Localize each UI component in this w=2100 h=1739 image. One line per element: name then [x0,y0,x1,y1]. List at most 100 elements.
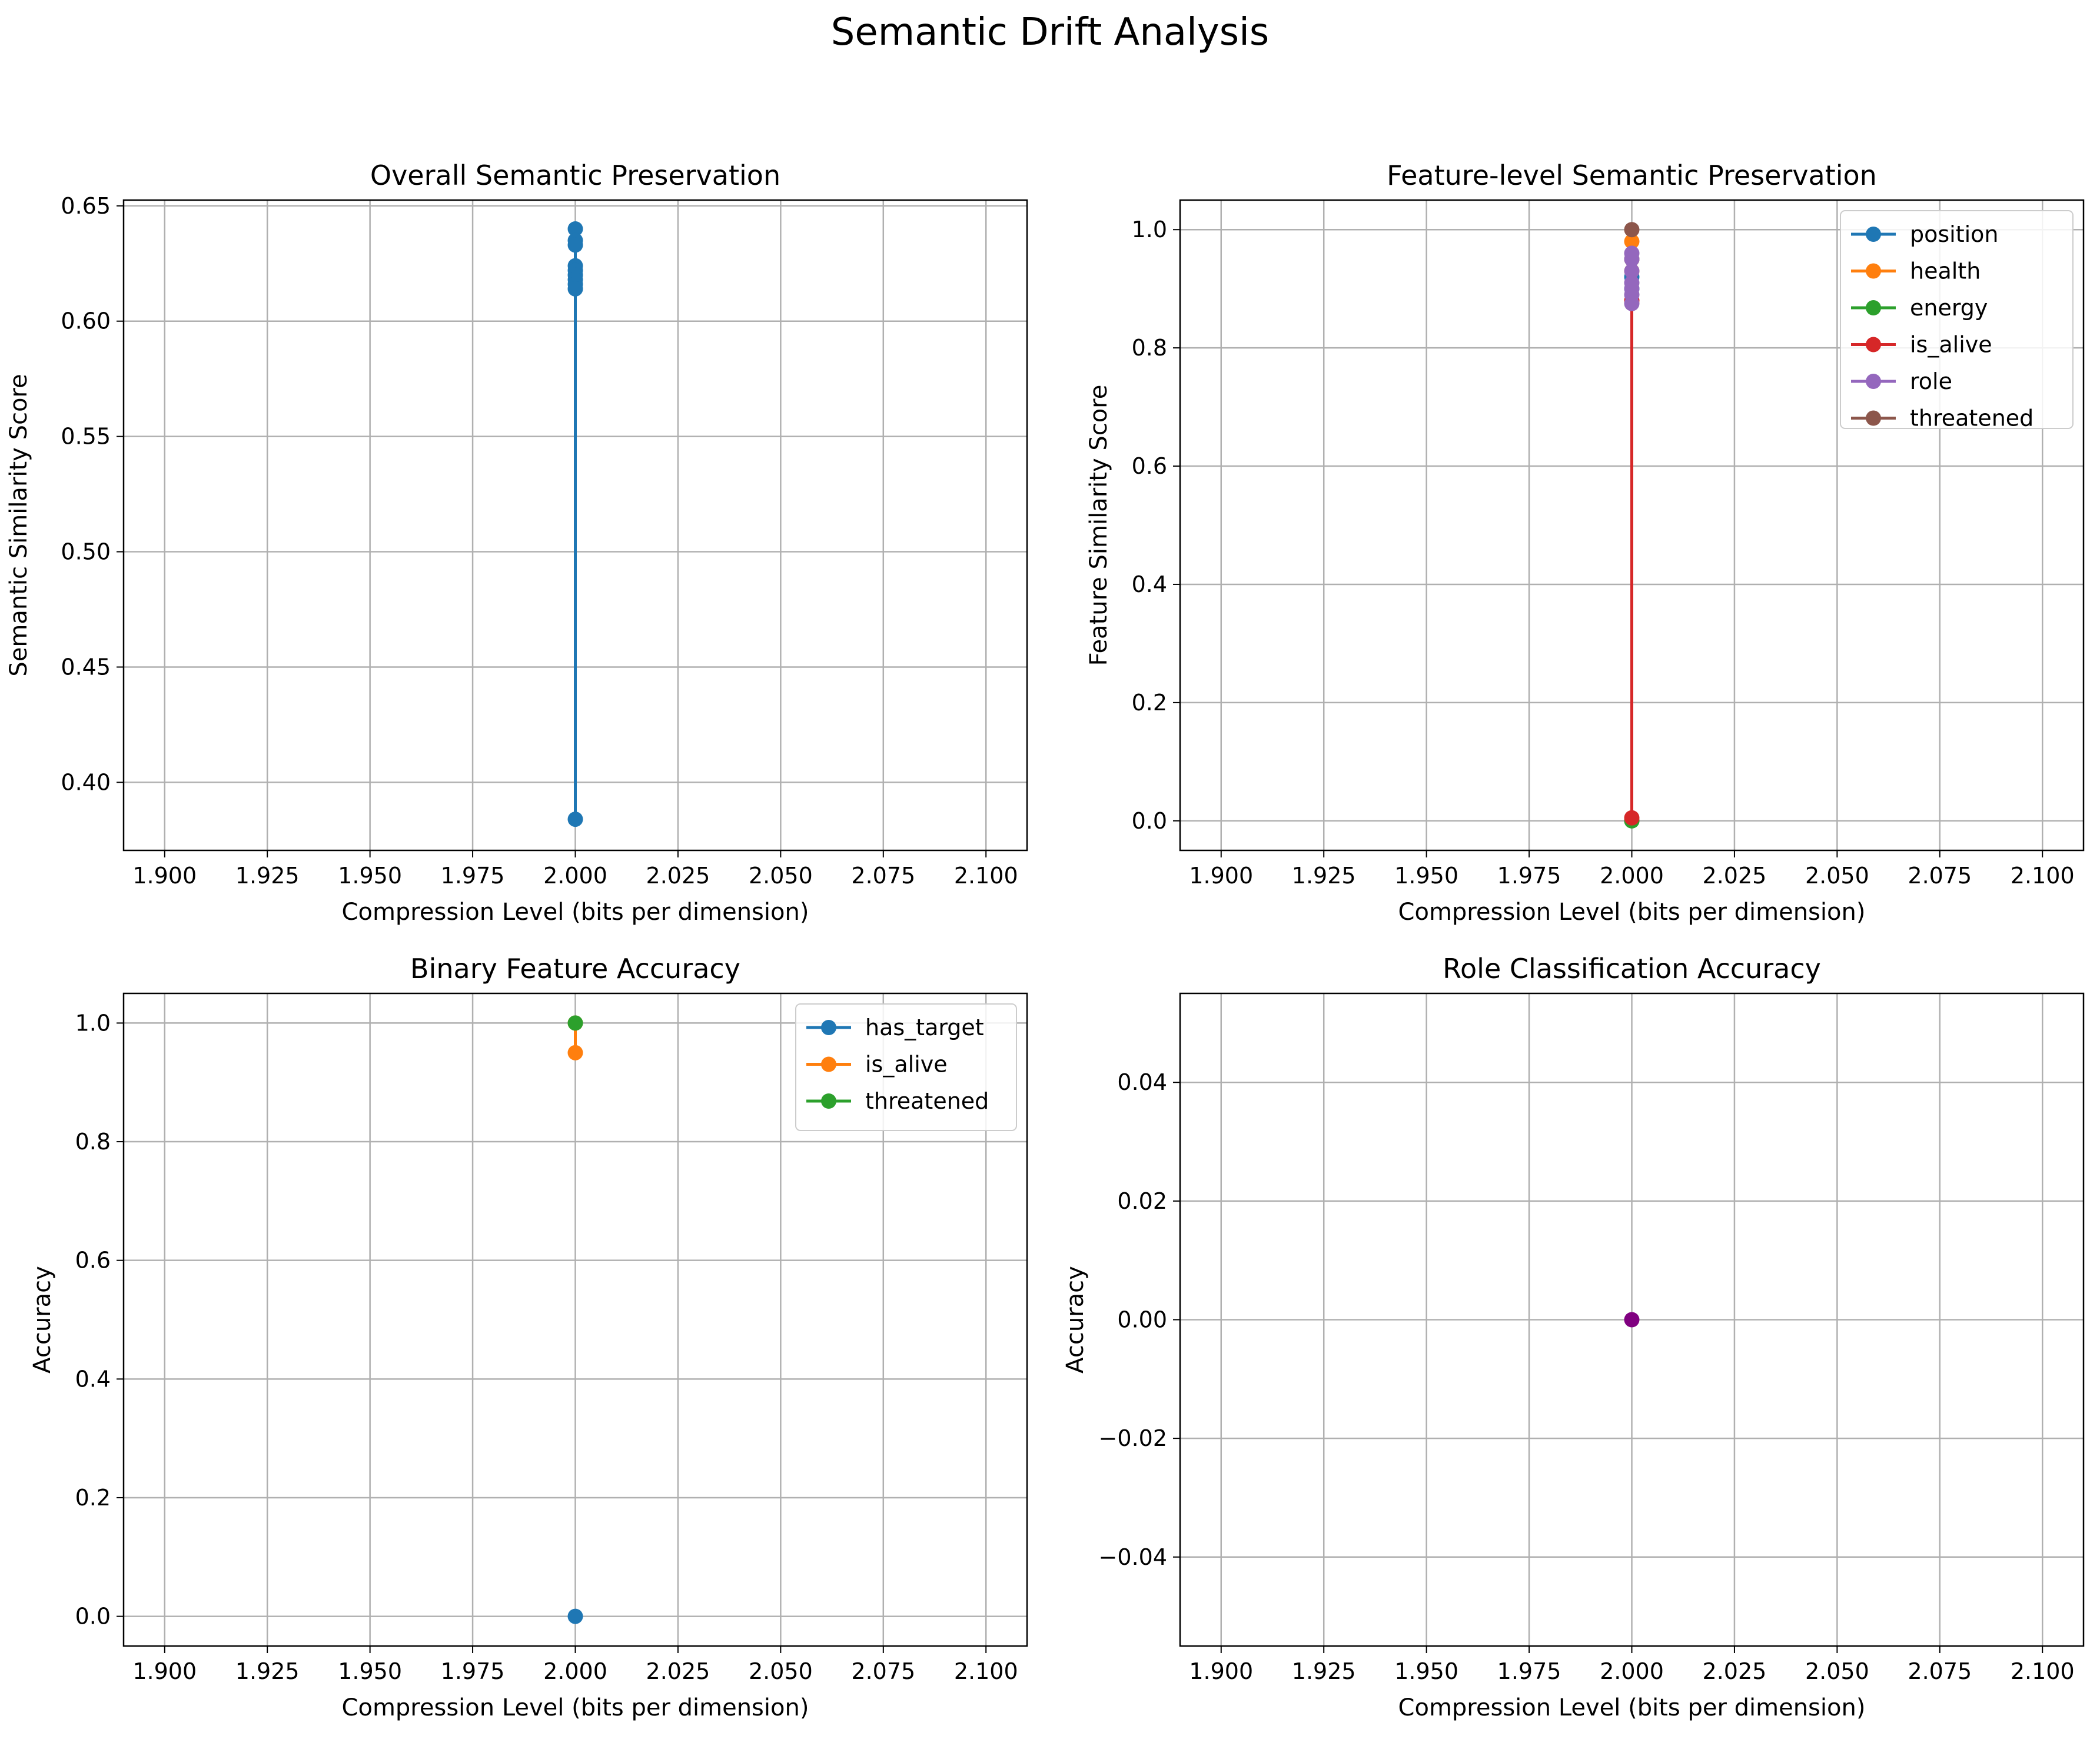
chart-title: Role Classification Accuracy [1443,953,1821,985]
legend-label: is_alive [865,1052,948,1078]
legend-item-threatened: threatened [806,1088,989,1114]
x-tick-label: 1.950 [338,863,402,889]
data-point [1624,810,1640,826]
legend-item-threatened: threatened [1851,405,2033,431]
legend-label: position [1910,221,1999,247]
series-threatened [1624,222,1640,238]
x-tick-label: 1.900 [1189,1658,1253,1684]
y-tick-label: 0.50 [61,539,111,565]
y-axis-label: Accuracy [29,1266,56,1374]
legend-item-energy: energy [1851,295,1988,321]
axes-frame [122,992,1028,1647]
y-tick-label: 1.0 [75,1010,111,1036]
series-series-0 [1624,1312,1640,1328]
series-role [1624,245,1640,311]
chart-title: Binary Feature Accuracy [410,953,740,985]
legend-swatch-marker [1866,374,1881,389]
x-tick-label: 1.900 [132,1658,197,1684]
legend-swatch-marker [1866,263,1881,279]
y-tick-label: 0.2 [1132,690,1167,716]
x-tick-label: 2.000 [1600,863,1664,889]
x-tick-label: 2.100 [954,863,1018,889]
y-tick-label: 0.02 [1117,1188,1167,1214]
x-tick-label: 2.075 [1908,1658,1972,1684]
series-threatened [567,1015,583,1031]
data-point [567,1045,583,1060]
axes-frame [122,199,1028,852]
legend-box [1840,210,2074,429]
y-tick-label: −0.04 [1099,1544,1167,1570]
x-tick-label: 2.050 [1805,1658,1869,1684]
legend-label: has_target [865,1015,984,1040]
legend-item-health: health [1851,258,1981,284]
x-tick-label: 1.925 [1292,863,1356,889]
data-point [1624,222,1640,238]
x-axis-label: Compression Level (bits per dimension) [1398,1694,1866,1721]
x-axis-label: Compression Level (bits per dimension) [342,899,809,926]
y-tick-label: 0.45 [61,654,111,680]
x-tick-label: 2.000 [543,863,607,889]
legend-item-position: position [1851,221,1999,247]
chart-role: 1.900 1.925 1.950 1.975 2.000 2.025 2.050 2.075… [1062,953,2085,1721]
x-tick-label: 2.025 [646,1658,710,1684]
legend-label: role [1910,368,1952,394]
data-point [1624,251,1640,267]
legend-swatch-marker [821,1020,836,1035]
legend-label: health [1910,258,1981,284]
x-tick-label: 2.000 [543,1658,607,1684]
x-tick-label: 2.100 [954,1658,1018,1684]
x-tick-label: 1.950 [1394,863,1458,889]
x-tick-label: 2.075 [1908,863,1972,889]
x-tick-label: 2.025 [646,863,710,889]
data-point [567,237,583,253]
x-tick-label: 2.025 [1703,863,1767,889]
y-tick-label: 0.04 [1117,1069,1167,1095]
x-axis-label: Compression Level (bits per dimension) [342,1694,809,1721]
legend-item-has_target: has_target [806,1015,984,1040]
x-tick-label: 1.975 [1497,1658,1561,1684]
y-tick-label: 1.0 [1132,217,1167,242]
legend-swatch-marker [821,1056,836,1072]
x-tick-label: 1.975 [1497,863,1561,889]
chart-title: Feature-level Semantic Preservation [1387,159,1877,191]
legend-swatch-marker [1866,300,1881,315]
chart-binary: 1.900 1.925 1.950 1.975 2.000 2.025 2.050 2.075… [29,953,1028,1721]
x-tick-label: 1.925 [1292,1658,1356,1684]
data-point [567,221,583,237]
chart-feature: 1.900 1.925 1.950 1.975 2.000 2.025 2.050 2.075… [1085,159,2085,926]
x-tick-label: 1.900 [1189,863,1253,889]
data-point [567,281,583,297]
x-tick-label: 2.025 [1703,1658,1767,1684]
figure-title: Semantic Drift Analysis [830,11,1270,54]
x-tick-label: 2.050 [1805,863,1869,889]
data-point [567,1015,583,1031]
y-tick-label: 0.6 [75,1248,111,1274]
series-is_alive [1624,292,1640,826]
legend-swatch-marker [1866,337,1881,353]
legend-item-is_alive: is_alive [806,1052,948,1078]
y-tick-label: 0.8 [1132,335,1167,361]
x-tick-label: 1.950 [338,1658,402,1684]
data-point [1624,295,1640,311]
y-axis-label: Semantic Similarity Score [5,374,32,676]
y-axis-label: Feature Similarity Score [1085,385,1112,666]
legend-swatch-marker [1866,410,1881,426]
data-point [1624,234,1640,250]
x-tick-label: 1.900 [132,863,197,889]
series-has_target [567,1608,583,1624]
legend-item-role: role [1851,368,1952,394]
chart-title: Overall Semantic Preservation [370,159,780,191]
axes-frame [1179,992,2085,1647]
y-tick-label: −0.02 [1099,1425,1167,1451]
y-tick-label: 0.4 [1132,571,1167,597]
x-tick-label: 2.050 [749,863,813,889]
x-tick-label: 2.075 [851,1658,915,1684]
y-tick-label: 0.6 [1132,453,1167,479]
legend-label: threatened [1910,405,2033,431]
y-tick-label: 0.60 [61,308,111,334]
y-tick-label: 0.65 [61,193,111,219]
y-axis-label: Accuracy [1062,1266,1089,1374]
data-point [567,812,583,827]
